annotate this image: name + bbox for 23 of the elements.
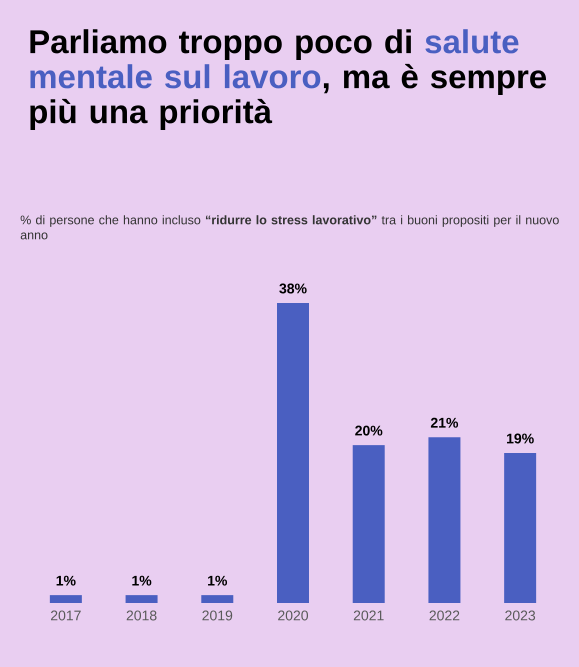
x-tick-label: 2021 — [354, 610, 384, 620]
data-label: 20% — [355, 426, 382, 436]
data-label: 19% — [507, 434, 534, 444]
x-tick-label: 2017 — [50, 610, 81, 620]
x-tick-label: 2020 — [278, 610, 308, 620]
data-label: 38% — [279, 284, 307, 294]
data-label: 1% — [132, 576, 152, 586]
x-tick-label: 2023 — [505, 610, 536, 620]
bar — [504, 453, 536, 603]
bar — [50, 595, 82, 603]
x-tick-label: 2019 — [202, 610, 232, 620]
data-label: 1% — [208, 576, 228, 586]
text: % di persone che hanno incluso “ridurre lo stress lavorativo” tra i buoni propositi per il nuovo anno — [20, 215, 559, 240]
bar — [428, 437, 460, 603]
bar — [201, 595, 234, 603]
chart-title: Parliamo troppo poco di salute mentale sul lavoro, ma è sempre più una priorità — [30, 29, 546, 130]
data-label: 21% — [430, 418, 458, 428]
bar — [126, 595, 158, 603]
data-label: 1% — [56, 576, 76, 586]
x-tick-label: 2022 — [430, 610, 460, 620]
bar — [277, 303, 309, 603]
bar — [352, 445, 385, 603]
x-tick-label: 2018 — [126, 610, 157, 620]
